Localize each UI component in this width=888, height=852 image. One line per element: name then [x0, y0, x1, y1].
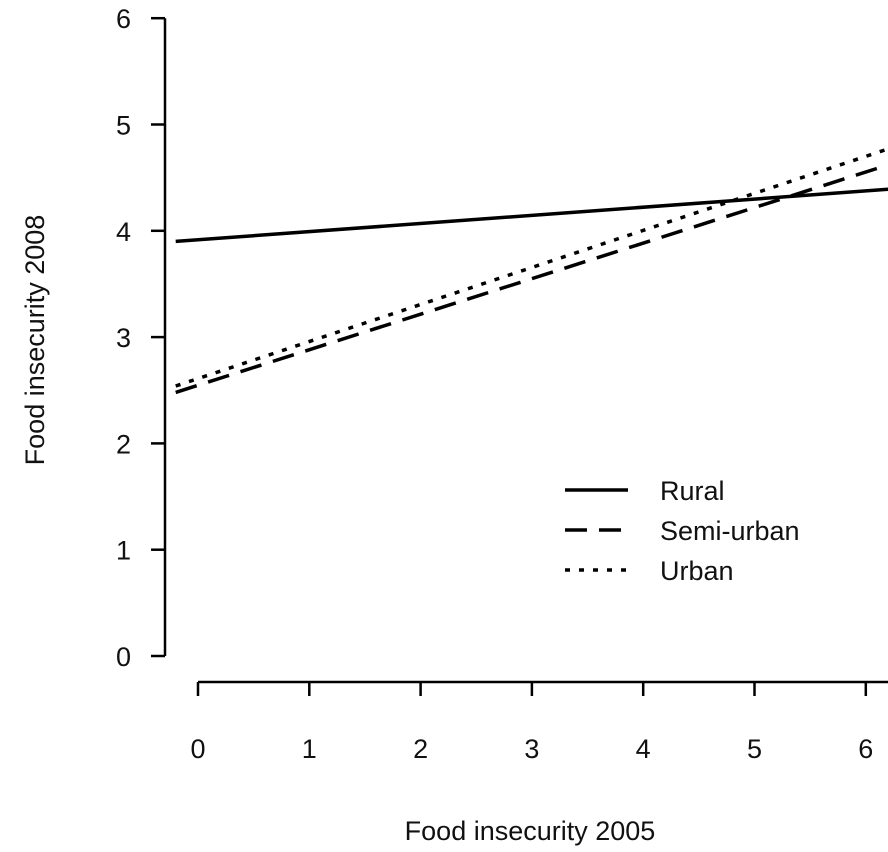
legend: Rural Semi-urban Urban: [565, 476, 800, 586]
y-tick-label: 6: [116, 4, 131, 34]
y-tick-label: 2: [116, 429, 131, 459]
x-tick-label: 4: [636, 734, 651, 764]
y-axis: 0 1 2 3 4 5 6: [116, 4, 165, 672]
y-tick-label: 3: [116, 323, 131, 353]
series-layer: [176, 149, 888, 393]
x-axis: 0 1 2 3 4 5 6: [190, 682, 888, 764]
y-tick-label: 4: [116, 217, 131, 247]
series-line-urban: [176, 149, 888, 386]
legend-label-rural: Rural: [660, 476, 725, 506]
x-tick-label: 2: [413, 734, 428, 764]
x-tick-label: 6: [858, 734, 873, 764]
y-tick-label: 1: [116, 536, 131, 566]
legend-label-semi-urban: Semi-urban: [660, 516, 800, 546]
y-tick-label: 5: [116, 111, 131, 141]
x-axis-label: Food insecurity 2005: [405, 816, 656, 846]
x-tick-label: 5: [747, 734, 762, 764]
x-tick-label: 3: [524, 734, 539, 764]
series-line-semi-urban: [176, 165, 888, 393]
y-tick-label: 0: [116, 642, 131, 672]
series-line-rural: [176, 189, 888, 241]
legend-label-urban: Urban: [660, 556, 734, 586]
x-tick-label: 1: [302, 734, 317, 764]
y-axis-label: Food insecurity 2008: [20, 215, 50, 466]
x-tick-label: 0: [190, 734, 205, 764]
